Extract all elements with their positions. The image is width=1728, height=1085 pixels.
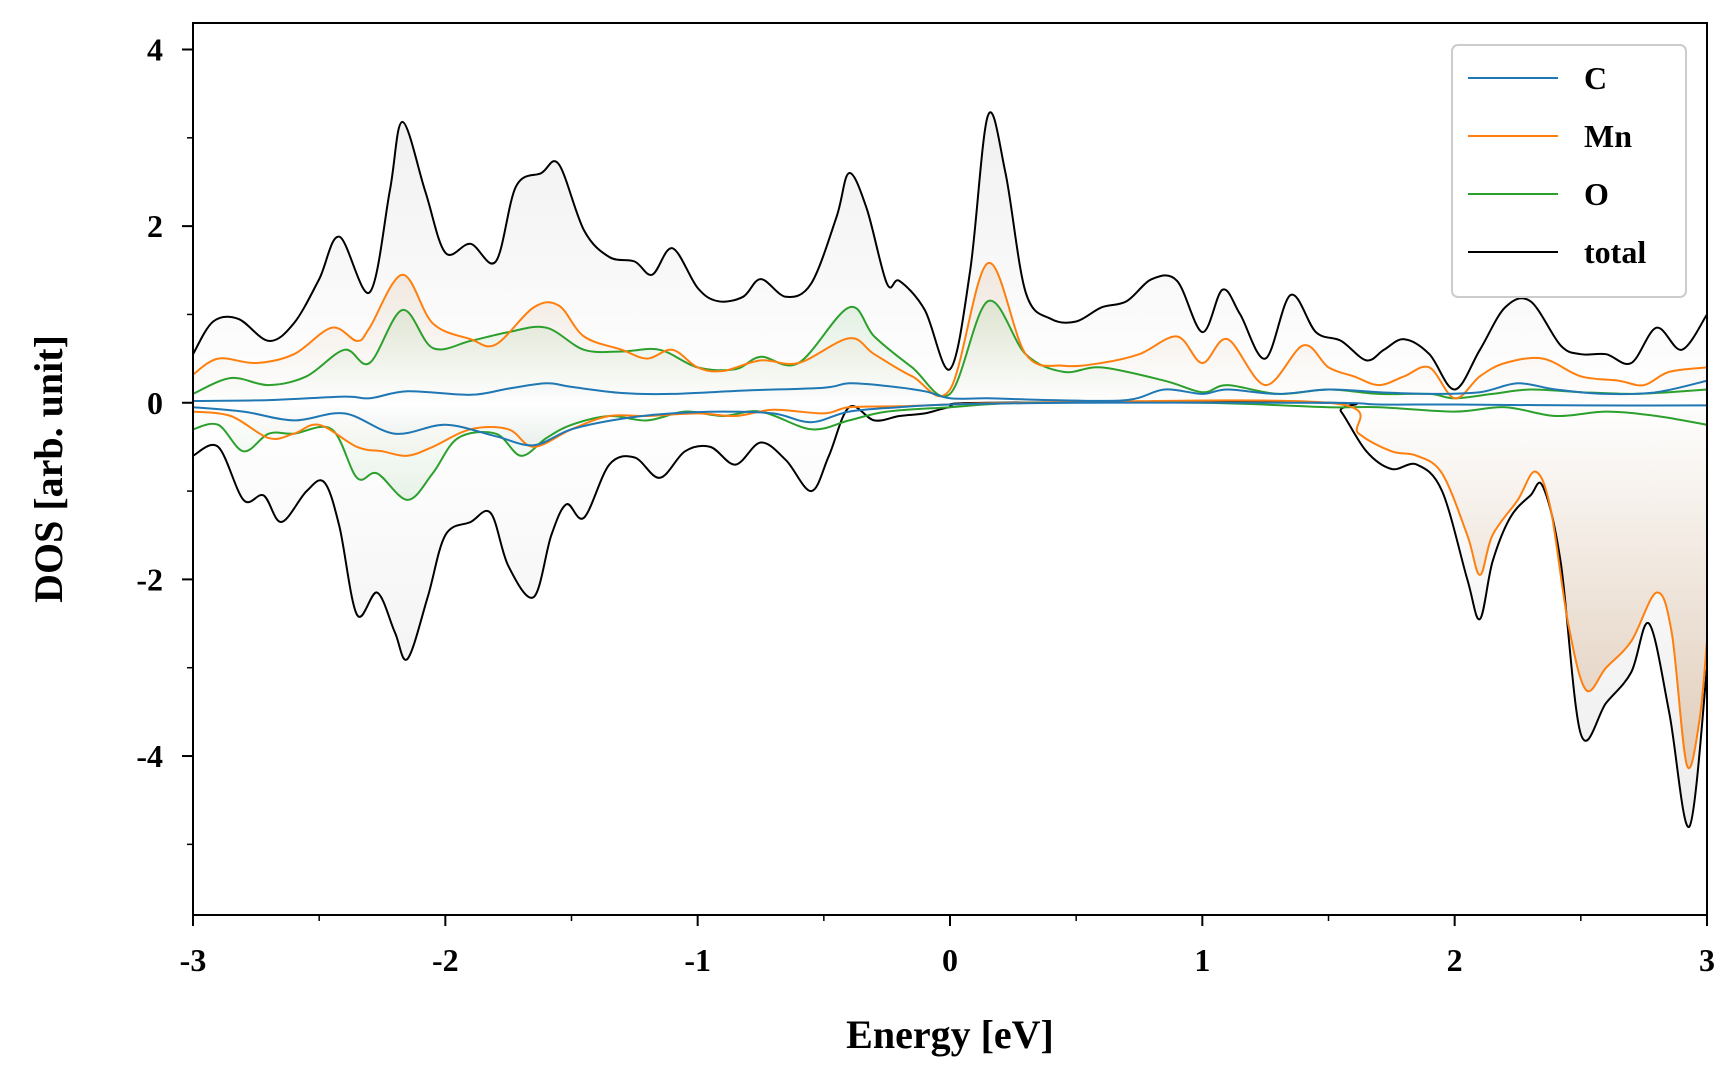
- line-total-down: [193, 400, 1707, 828]
- y-tick-label: -4: [136, 738, 163, 774]
- x-tick-label: -1: [684, 942, 711, 978]
- x-axis-label: Energy [eV]: [846, 1012, 1054, 1057]
- legend-label-o: O: [1584, 176, 1609, 212]
- line-total-up: [193, 111, 1707, 391]
- fill-c-down: [193, 402, 1707, 446]
- line-o-up: [193, 299, 1707, 400]
- x-tick-label: 2: [1447, 942, 1463, 978]
- fill-mn-down: [193, 400, 1707, 769]
- x-tick-label: 3: [1699, 942, 1715, 978]
- y-tick-label: 2: [147, 208, 163, 244]
- x-axis: -3 -2 -1 0 1 2 3: [180, 915, 1715, 978]
- x-tick-label: -2: [432, 942, 459, 978]
- y-tick-label: 0: [147, 385, 163, 421]
- line-c-up: [193, 379, 1707, 402]
- y-axis-label: DOS [arb. unit]: [26, 335, 71, 603]
- y-tick-label: 4: [147, 31, 163, 67]
- line-c-down: [193, 401, 1707, 447]
- y-axis: -4 -2 0 2 4: [136, 31, 193, 846]
- x-tick-label: 0: [942, 942, 958, 978]
- x-tick-label: -3: [180, 942, 207, 978]
- dos-line-layer: [193, 111, 1707, 828]
- legend-label-mn: Mn: [1584, 118, 1632, 154]
- line-o-down: [193, 401, 1707, 501]
- fill-c-up: [193, 380, 1707, 403]
- legend-label-c: C: [1584, 60, 1607, 96]
- line-mn-up: [193, 262, 1707, 400]
- y-tick-label: -2: [136, 561, 163, 597]
- legend-box: [1451, 44, 1687, 298]
- x-tick-label: 1: [1194, 942, 1210, 978]
- legend-label-total: total: [1584, 234, 1646, 270]
